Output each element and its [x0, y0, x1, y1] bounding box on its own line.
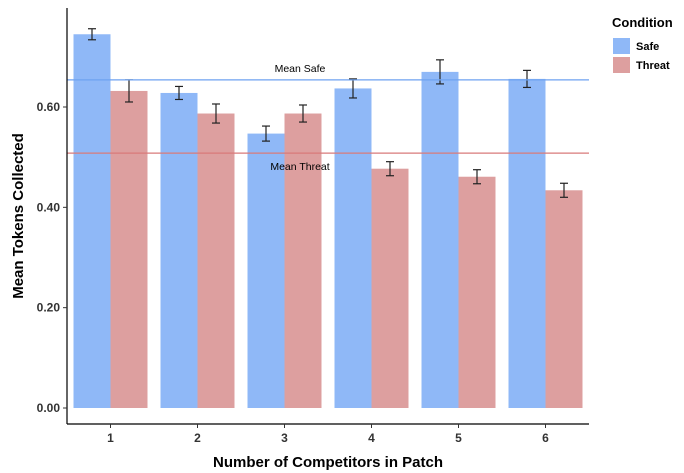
bar-safe-4: [334, 88, 372, 409]
bar-threat-6: [545, 190, 583, 408]
bar-threat-5: [458, 176, 496, 408]
legend-label-safe: Safe: [636, 41, 659, 53]
error-bar-safe-4: [349, 78, 357, 99]
reference-lines-layer: Mean Safe Mean Threat: [67, 63, 589, 173]
error-bar-safe-1: [88, 28, 96, 41]
axes-layer: 0.00 0.20 0.40 0.60 1 2 3 4 5 6: [37, 8, 589, 445]
bar-threat-3: [284, 113, 322, 408]
legend-title: Condition: [612, 15, 673, 30]
error-bars-layer: [88, 28, 568, 198]
bar-threat-2: [197, 113, 235, 408]
error-bar-threat-5: [473, 169, 481, 185]
error-bar-safe-3: [262, 125, 270, 142]
y-tick-label: 0.00: [37, 401, 61, 415]
y-tick-label: 0.60: [37, 100, 61, 114]
bar-safe-1: [73, 34, 111, 409]
x-tick-label: 1: [107, 431, 114, 445]
legend: Condition Safe Threat: [612, 15, 673, 73]
legend-swatch-safe: [613, 38, 630, 54]
y-tick-label: 0.40: [37, 200, 61, 214]
y-tick-label: 0.20: [37, 301, 61, 315]
reference-label-mean-threat: Mean Threat: [270, 161, 329, 173]
x-axis-title: Number of Competitors in Patch: [213, 454, 443, 471]
bars-layer: [73, 34, 583, 409]
x-tick-label: 5: [455, 431, 462, 445]
x-tick-label: 6: [542, 431, 549, 445]
reference-label-mean-safe: Mean Safe: [275, 63, 326, 75]
x-tick-label: 4: [368, 431, 375, 445]
error-bar-safe-2: [175, 85, 183, 101]
error-bar-threat-4: [386, 161, 394, 177]
error-bar-threat-3: [299, 104, 307, 123]
x-tick-label: 3: [281, 431, 288, 445]
bar-safe-2: [160, 92, 198, 408]
legend-label-threat: Threat: [636, 60, 670, 72]
bar-safe-5: [421, 71, 459, 408]
bar-safe-3: [247, 133, 285, 409]
y-axis-title: Mean Tokens Collected: [10, 133, 27, 299]
bar-threat-1: [110, 90, 148, 409]
bar-safe-6: [508, 78, 546, 408]
x-tick-label: 2: [194, 431, 201, 445]
error-bar-threat-6: [560, 182, 568, 198]
error-bar-safe-6: [523, 69, 531, 89]
error-bar-threat-2: [212, 103, 220, 124]
legend-swatch-threat: [613, 57, 630, 73]
bar-threat-4: [371, 168, 409, 408]
